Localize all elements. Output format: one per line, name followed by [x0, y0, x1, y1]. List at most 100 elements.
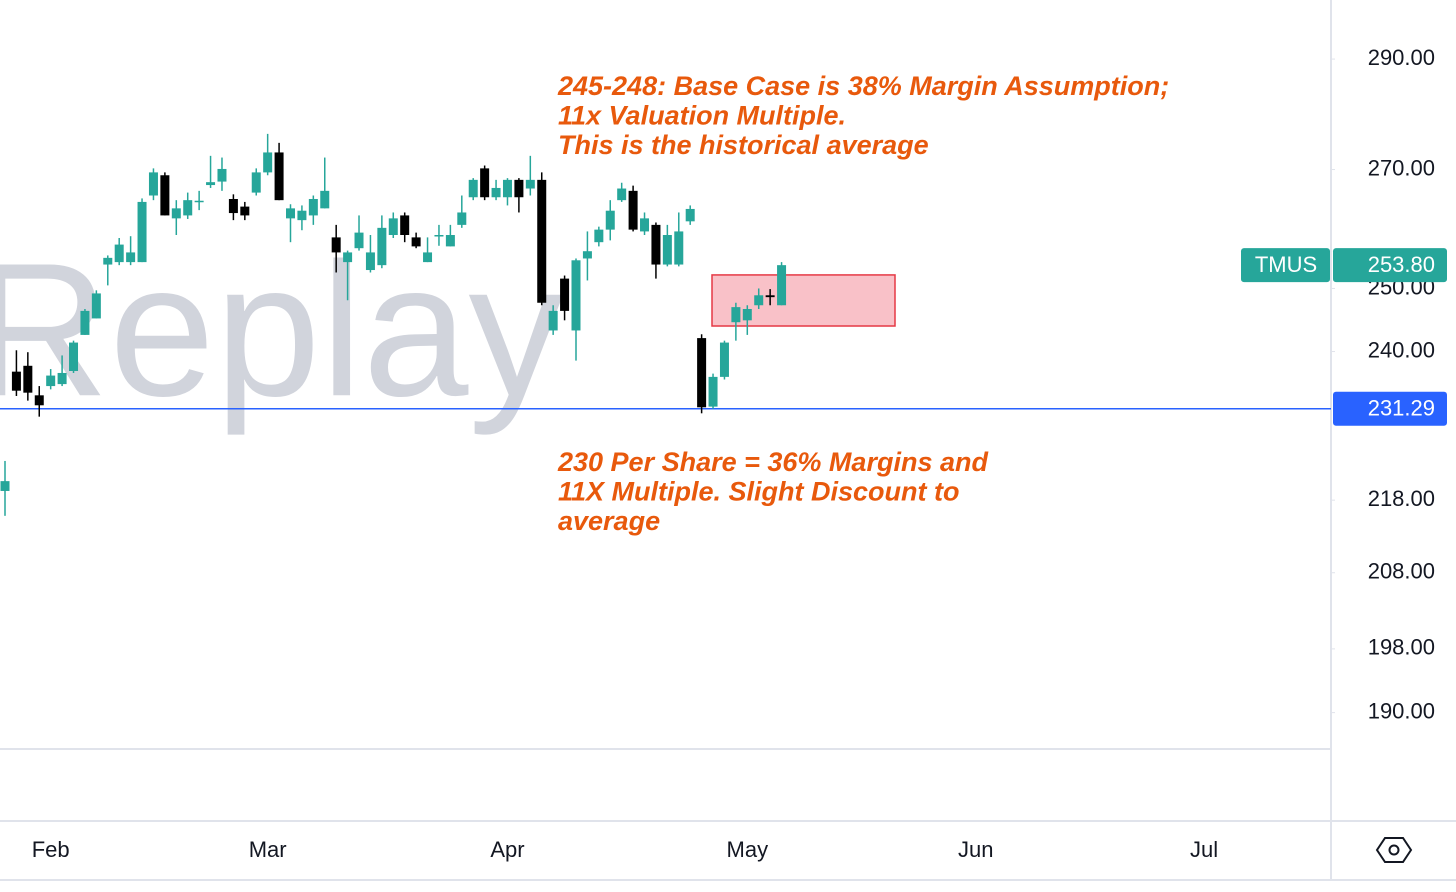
- y-tick-label: 270.00: [1368, 155, 1435, 180]
- x-tick-label: Apr: [490, 837, 524, 862]
- settings-hexagon[interactable]: [1375, 837, 1413, 863]
- candle-body: [400, 215, 410, 236]
- candle-body: [34, 395, 44, 406]
- candle-body: [126, 252, 136, 263]
- y-tick-label: 208.00: [1368, 559, 1435, 584]
- candle-body: [23, 365, 33, 393]
- candle-body: [594, 229, 604, 243]
- annotation-text: 11x Valuation Multiple.: [558, 101, 846, 131]
- candle-body: [777, 265, 787, 306]
- candle-body: [354, 232, 364, 249]
- candle-body: [91, 293, 101, 319]
- candle-body: [217, 168, 227, 182]
- candle-body: [46, 375, 56, 387]
- candle-body: [388, 218, 398, 236]
- candle-body: [457, 212, 467, 225]
- candle-body: [114, 244, 124, 263]
- candle-body: [468, 179, 478, 198]
- annotation-text: This is the historical average: [558, 130, 929, 160]
- candle-body: [708, 376, 718, 407]
- candle-body: [674, 231, 684, 265]
- y-tick-label: 190.00: [1368, 698, 1435, 723]
- candle-body: [754, 295, 764, 306]
- candle-body: [160, 175, 170, 216]
- candle-body: [365, 252, 375, 271]
- candle-body: [57, 372, 67, 385]
- candle-body: [320, 190, 330, 209]
- candle-body: [0, 481, 10, 491]
- annotation-text: 11X Multiple. Slight Discount to: [558, 477, 960, 507]
- candle-body: [617, 188, 627, 201]
- candle-body: [731, 307, 741, 323]
- candle-body: [331, 237, 341, 253]
- symbol-label: TMUS: [1255, 252, 1317, 277]
- price-line-label: 231.29: [1368, 396, 1435, 421]
- settings-circle[interactable]: [1388, 844, 1400, 856]
- candle-body: [297, 210, 307, 221]
- candle-body: [697, 338, 707, 408]
- y-tick-label: 218.00: [1368, 486, 1435, 511]
- symbol-label-box: [1241, 248, 1330, 283]
- candle-body: [206, 182, 216, 186]
- last-price-label-box: [1333, 248, 1447, 283]
- candle-body: [582, 251, 592, 259]
- annotation-text: 245-248: Base Case is 38% Margin Assumpt…: [557, 71, 1169, 101]
- candle-body: [662, 235, 672, 265]
- candle-body: [628, 190, 638, 230]
- candle-body: [251, 172, 261, 193]
- candle-body: [765, 295, 775, 298]
- candle-body: [685, 208, 695, 222]
- candle-body: [480, 168, 490, 198]
- candle-body: [548, 310, 558, 331]
- candle-body: [80, 310, 90, 335]
- x-tick-label: Feb: [32, 837, 70, 862]
- candle-body: [560, 278, 570, 311]
- annotation-text: average: [558, 506, 660, 536]
- candle-body: [491, 187, 501, 198]
- y-tick-label: 198.00: [1368, 635, 1435, 660]
- x-tick-label: Mar: [249, 837, 287, 862]
- candle-body: [183, 200, 193, 216]
- settings-icon[interactable]: [1375, 837, 1413, 863]
- candle-body: [640, 218, 650, 232]
- candle-body: [525, 179, 535, 189]
- x-tick-label: May: [727, 837, 769, 862]
- candle-body: [308, 198, 318, 216]
- candle-body: [434, 235, 444, 237]
- candle-body: [742, 309, 752, 321]
- candle-body: [571, 260, 581, 331]
- candle-body: [605, 210, 615, 230]
- candle-body: [502, 179, 512, 198]
- annotation-text: 230 Per Share = 36% Margins and: [557, 447, 988, 477]
- candle-body: [69, 342, 79, 372]
- candle-body: [423, 252, 433, 263]
- candle-body: [651, 224, 661, 265]
- x-tick-label: Jun: [958, 837, 993, 862]
- y-tick-label: 290.00: [1368, 45, 1435, 70]
- price-zone: [711, 274, 896, 327]
- candle-body: [228, 198, 238, 214]
- watermark: Replay: [0, 224, 563, 436]
- candle-body: [537, 179, 547, 303]
- candle-body: [194, 200, 204, 203]
- price-line-label-box: [1333, 391, 1447, 426]
- candle-body: [445, 235, 455, 247]
- candle-body: [171, 208, 181, 219]
- candle-body: [103, 257, 113, 265]
- candle-body: [11, 371, 21, 391]
- candle-body: [286, 208, 295, 219]
- last-price-label: 253.80: [1368, 252, 1435, 277]
- candle-body: [343, 252, 353, 263]
- candle-body: [240, 206, 250, 216]
- y-tick-label: 240.00: [1368, 337, 1435, 362]
- candle-body: [263, 152, 273, 173]
- candle-body: [137, 201, 147, 263]
- candle-body: [514, 179, 524, 198]
- candle-body: [719, 342, 729, 377]
- candle-body: [377, 227, 387, 266]
- candle-body: [411, 237, 421, 247]
- candle-body: [274, 152, 284, 201]
- candle-body: [148, 172, 158, 196]
